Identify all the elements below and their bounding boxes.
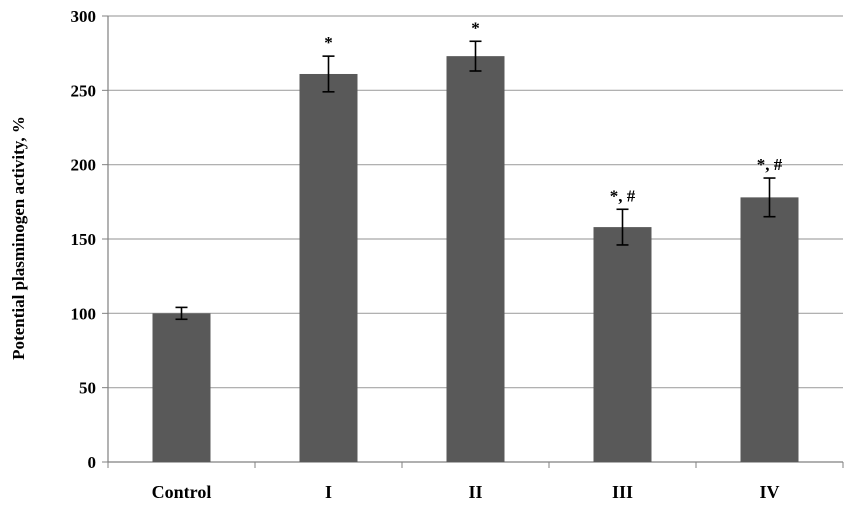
significance-marker: *, #: [610, 186, 636, 205]
significance-marker: *: [471, 18, 480, 37]
x-category-label: III: [612, 482, 633, 502]
y-tick-label: 150: [71, 230, 97, 249]
y-tick-label: 100: [71, 304, 97, 323]
bar: [593, 227, 652, 462]
significance-marker: *: [324, 33, 333, 52]
y-tick-label: 50: [79, 379, 96, 398]
bars: [152, 56, 799, 462]
y-tick-label: 250: [71, 81, 97, 100]
x-category-label: I: [325, 482, 332, 502]
y-axis-label: Potential plasminogen activity, %: [9, 116, 28, 360]
significance-marker: *, #: [757, 155, 783, 174]
y-tick-label: 0: [88, 453, 97, 472]
y-tick-label: 300: [71, 7, 97, 26]
y-tick-labels: 0 50 100 150 200 250 300: [71, 7, 97, 472]
bar: [299, 73, 358, 462]
bar: [152, 313, 211, 462]
x-category-label: Control: [152, 482, 212, 502]
x-category-label: II: [468, 482, 482, 502]
significance-annotations: * * *, # *, #: [324, 18, 783, 205]
x-category-labels: Control I II III IV: [152, 482, 780, 502]
bar: [446, 56, 505, 462]
x-category-label: IV: [759, 482, 779, 502]
error-bars: [175, 40, 776, 321]
y-tick-label: 200: [71, 156, 97, 175]
bar: [740, 197, 799, 462]
